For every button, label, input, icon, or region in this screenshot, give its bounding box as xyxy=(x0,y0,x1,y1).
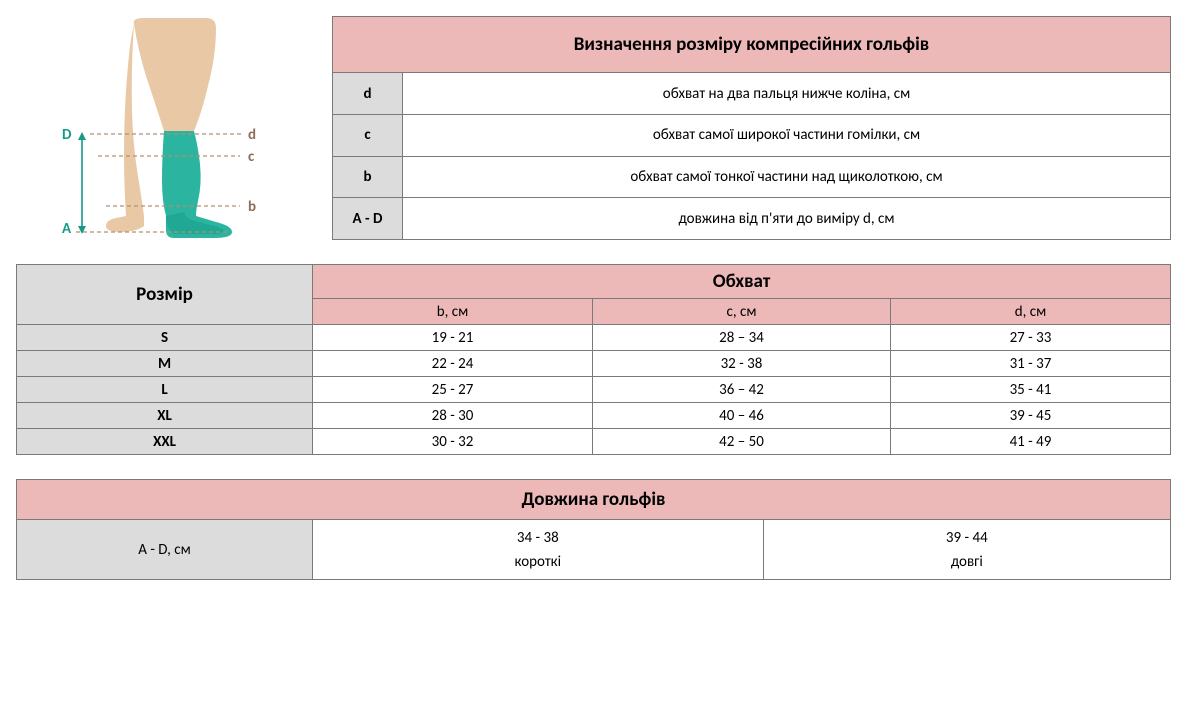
size-label: M xyxy=(17,351,313,377)
definitions-title: Визначення розміру компресійних гольфів xyxy=(333,17,1171,73)
size-label: XL xyxy=(17,403,313,429)
girth-header: Обхват xyxy=(313,265,1171,299)
length-row-label: A - D, см xyxy=(17,520,313,580)
length-name: короткі xyxy=(314,550,762,574)
def-desc: обхват самої тонкої частини над щиколотк… xyxy=(403,156,1171,198)
size-value: 28 – 34 xyxy=(593,325,891,351)
diagram-label-D: D xyxy=(62,126,71,144)
table-row: XXL 30 - 32 42 – 50 41 - 49 xyxy=(17,429,1171,455)
length-short-cell: 34 - 38 короткі xyxy=(313,520,764,580)
table-row: c обхват самої широкої частини гомілки, … xyxy=(333,114,1171,156)
size-label: XXL xyxy=(17,429,313,455)
def-key: b xyxy=(333,156,403,198)
def-key: d xyxy=(333,73,403,115)
size-label: L xyxy=(17,377,313,403)
size-value: 22 - 24 xyxy=(313,351,593,377)
table-row: L 25 - 27 36 – 42 35 - 41 xyxy=(17,377,1171,403)
table-row: M 22 - 24 32 - 38 31 - 37 xyxy=(17,351,1171,377)
table-row: Розмір Обхват xyxy=(17,265,1171,299)
table-row: XL 28 - 30 40 – 46 39 - 45 xyxy=(17,403,1171,429)
size-value: 42 – 50 xyxy=(593,429,891,455)
length-range: 39 - 44 xyxy=(765,526,1169,550)
col-header: b, см xyxy=(313,299,593,325)
diagram-label-b: b xyxy=(248,198,256,216)
leg-diagram-svg xyxy=(16,16,312,240)
definitions-table: Визначення розміру компресійних гольфів … xyxy=(332,16,1171,240)
length-long-cell: 39 - 44 довгі xyxy=(763,520,1170,580)
length-table: Довжина гольфів A - D, см 34 - 38 коротк… xyxy=(16,479,1171,580)
def-desc: обхват на два пальця нижче коліна, см xyxy=(403,73,1171,115)
col-header: d, см xyxy=(890,299,1170,325)
diagram-label-d: d xyxy=(248,126,256,144)
size-value: 31 - 37 xyxy=(890,351,1170,377)
size-value: 40 – 46 xyxy=(593,403,891,429)
size-value: 32 - 38 xyxy=(593,351,891,377)
size-value: 41 - 49 xyxy=(890,429,1170,455)
size-value: 27 - 33 xyxy=(890,325,1170,351)
size-header: Розмір xyxy=(17,265,313,325)
size-value: 28 - 30 xyxy=(313,403,593,429)
diagram-label-A: A xyxy=(62,220,71,238)
top-row: D A d c b Визначення розміру компресійни… xyxy=(16,16,1171,240)
size-table: Розмір Обхват b, см c, см d, см S 19 - 2… xyxy=(16,264,1171,455)
def-desc: довжина від п'яти до виміру d, см xyxy=(403,198,1171,240)
diagram-label-c: c xyxy=(248,148,254,166)
size-value: 30 - 32 xyxy=(313,429,593,455)
size-value: 19 - 21 xyxy=(313,325,593,351)
leg-measurement-diagram: D A d c b xyxy=(16,16,312,240)
def-desc: обхват самої широкої частини гомілки, см xyxy=(403,114,1171,156)
size-value: 36 – 42 xyxy=(593,377,891,403)
length-title: Довжина гольфів xyxy=(17,480,1171,520)
def-key: c xyxy=(333,114,403,156)
length-name: довгі xyxy=(765,550,1169,574)
col-header: c, см xyxy=(593,299,891,325)
size-label: S xyxy=(17,325,313,351)
table-row: A - D довжина від п'яти до виміру d, см xyxy=(333,198,1171,240)
length-range: 34 - 38 xyxy=(314,526,762,550)
size-value: 35 - 41 xyxy=(890,377,1170,403)
def-key: A - D xyxy=(333,198,403,240)
table-row: Визначення розміру компресійних гольфів xyxy=(333,17,1171,73)
table-row: Довжина гольфів xyxy=(17,480,1171,520)
table-row: A - D, см 34 - 38 короткі 39 - 44 довгі xyxy=(17,520,1171,580)
size-value: 25 - 27 xyxy=(313,377,593,403)
size-value: 39 - 45 xyxy=(890,403,1170,429)
table-row: b обхват самої тонкої частини над щиколо… xyxy=(333,156,1171,198)
table-row: d обхват на два пальця нижче коліна, см xyxy=(333,73,1171,115)
table-row: S 19 - 21 28 – 34 27 - 33 xyxy=(17,325,1171,351)
